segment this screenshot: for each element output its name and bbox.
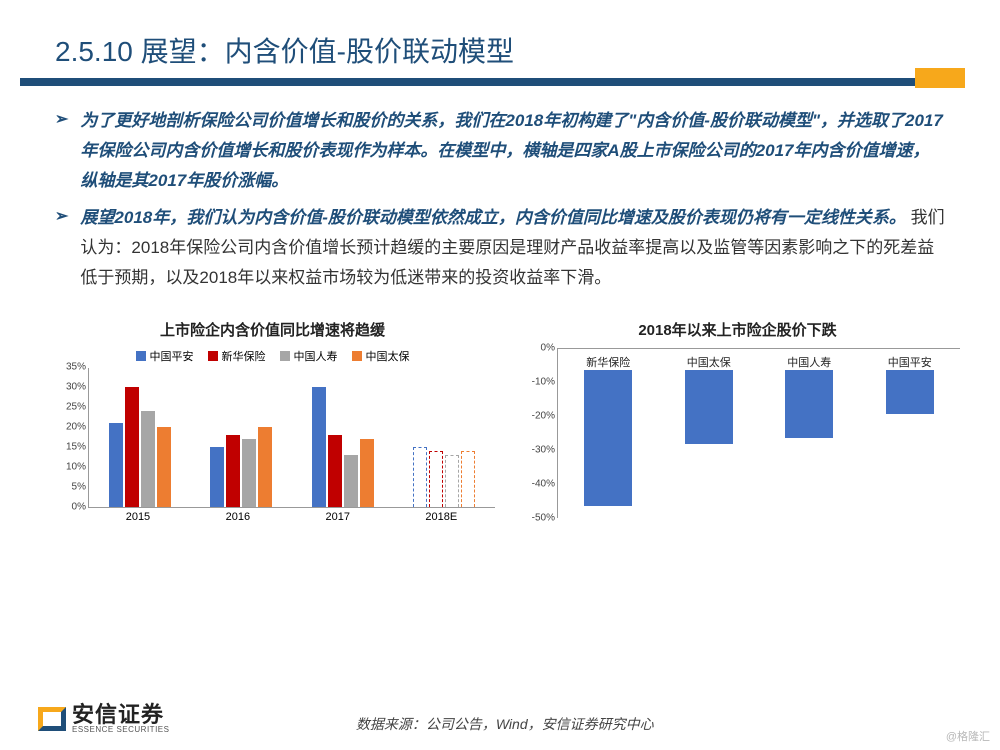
legend-item: 新华保险 <box>208 348 266 364</box>
chart2-xtick: 中国太保 <box>687 354 731 370</box>
bullet-2: ➢ 展望2018年，我们认为内含价值-股价联动模型依然成立，内含价值同比增速及股… <box>55 203 945 292</box>
chart1-xaxis: 2015 2016 2017 2018E <box>88 511 495 523</box>
chart2-plot: 新华保险中国太保中国人寿中国平安 0%-10%-20%-30%-40%-50% <box>557 348 960 518</box>
legend-item: 中国太保 <box>352 348 410 364</box>
chart1-bar <box>242 439 256 507</box>
chart2-column: 中国太保 <box>669 348 749 506</box>
chart1-bar <box>344 455 358 507</box>
chart1-bar <box>445 455 459 507</box>
chart2-ytick: -20% <box>532 410 558 421</box>
chart1-plot: 0%5%10%15%20%25%30%35% <box>88 368 495 508</box>
chart1-bar <box>258 427 272 507</box>
chart2-column: 中国平安 <box>870 348 950 506</box>
chart2-xtick: 新华保险 <box>586 354 630 370</box>
chart2-ytick: -10% <box>532 376 558 387</box>
chart1-bar <box>141 411 155 507</box>
chart1-xtick: 2015 <box>126 511 150 523</box>
logo-icon <box>38 707 66 731</box>
title-rule <box>20 78 950 86</box>
chart1-xtick: 2016 <box>226 511 250 523</box>
chart1-bar <box>429 451 443 507</box>
chart1-bar <box>312 387 326 507</box>
chart1-group <box>413 447 475 507</box>
chart1-ytick: 25% <box>66 401 89 412</box>
chart1-ytick: 20% <box>66 421 89 432</box>
chart1-xtick: 2017 <box>326 511 350 523</box>
chart2-bar <box>584 370 632 506</box>
data-source: 数据来源：公司公告，Wind，安信证券研究中心 <box>169 714 840 734</box>
chart2-column: 中国人寿 <box>769 348 849 506</box>
bullet-arrow-icon: ➢ <box>55 203 68 292</box>
bullet-1: ➢ 为了更好地剖析保险公司价值增长和股价的关系，我们在2018年初构建了"内含价… <box>55 106 945 195</box>
chart1-bar <box>125 387 139 507</box>
chart1-bar <box>157 427 171 507</box>
chart1-ytick: 10% <box>66 461 89 472</box>
logo-name-en: ESSENCE SECURITIES <box>72 726 169 734</box>
bullet-2-emph: 展望2018年，我们认为内含价值-股价联动模型依然成立，内含价值同比增速及股价表… <box>80 208 905 227</box>
logo-name-cn: 安信证券 <box>72 704 169 726</box>
title-accent <box>915 68 965 88</box>
chart1-group <box>312 387 374 507</box>
bullet-arrow-icon: ➢ <box>55 106 68 195</box>
slide-title: 2.5.10 展望：内含价值-股价联动模型 <box>0 0 1000 78</box>
bullet-1-emph: 为了更好地剖析保险公司价值增长和股价的关系，我们在2018年初构建了"内含价值-… <box>80 111 942 190</box>
chart1-ytick: 5% <box>72 481 89 492</box>
chart1-ytick: 35% <box>66 361 89 372</box>
watermark: @格隆汇 <box>946 728 990 744</box>
chart1-bar <box>413 447 427 507</box>
chart1-bar <box>226 435 240 507</box>
chart1-title: 上市险企内含价值同比增速将趋缓 <box>50 319 495 340</box>
chart-price-drop: 2018年以来上市险企股价下跌 新华保险 中国太保 中国人寿 中国平安 0% -10% -… <box>515 319 960 523</box>
legend-item: 中国人寿 <box>280 348 338 364</box>
chart2-ytick: -50% <box>532 512 558 523</box>
chart1-bar <box>360 439 374 507</box>
chart-growth: 上市险企内含价值同比增速将趋缓 中国平安新华保险中国人寿中国太保 0%5%10%… <box>50 319 495 523</box>
chart2-xtick: 中国人寿 <box>787 354 831 370</box>
chart2-column: 新华保险 <box>568 348 648 506</box>
company-logo: 安信证券 ESSENCE SECURITIES <box>38 704 169 734</box>
chart2-xtick: 中国平安 <box>888 354 932 370</box>
chart2-ytick: -40% <box>532 478 558 489</box>
chart2-title: 2018年以来上市险企股价下跌 <box>515 319 960 340</box>
chart1-bar <box>461 451 475 507</box>
chart2-bar <box>785 370 833 438</box>
chart1-xtick: 2018E <box>425 511 457 523</box>
chart2-bar <box>886 370 934 414</box>
chart1-group <box>109 387 171 507</box>
chart1-ytick: 15% <box>66 441 89 452</box>
chart2-bar <box>685 370 733 445</box>
chart1-group <box>210 427 272 507</box>
chart1-legend: 中国平安新华保险中国人寿中国太保 <box>50 348 495 364</box>
chart1-bar <box>328 435 342 507</box>
chart1-ytick: 0% <box>72 501 89 512</box>
chart1-bar <box>210 447 224 507</box>
body-text: ➢ 为了更好地剖析保险公司价值增长和股价的关系，我们在2018年初构建了"内含价… <box>0 86 1000 293</box>
chart1-bar <box>109 423 123 507</box>
chart2-ytick: -30% <box>532 444 558 455</box>
chart1-ytick: 30% <box>66 381 89 392</box>
legend-item: 中国平安 <box>136 348 194 364</box>
chart2-ytick: 0% <box>541 342 558 353</box>
